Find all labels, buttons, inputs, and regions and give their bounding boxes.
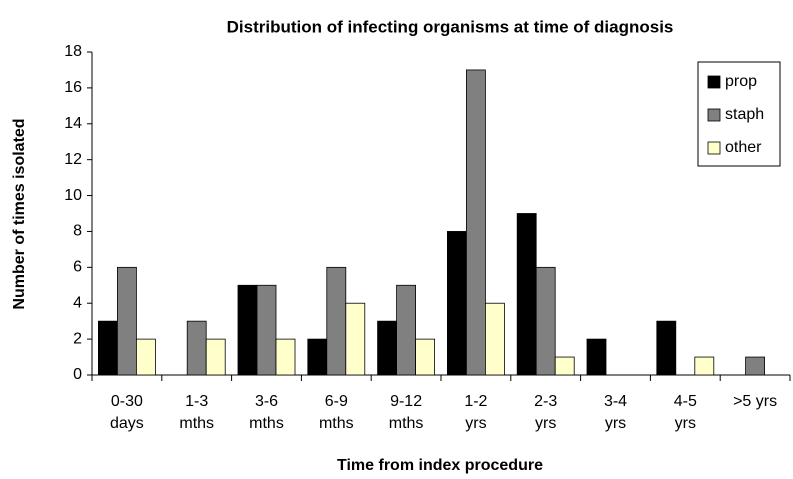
- y-tick-label: 18: [64, 43, 82, 60]
- bar: [307, 338, 328, 376]
- bar: [345, 302, 366, 376]
- legend-swatch: [707, 108, 721, 122]
- bar: [205, 338, 226, 376]
- bar: [135, 338, 156, 376]
- x-tick-label: 1-3: [185, 393, 208, 410]
- y-tick-label: 14: [64, 115, 82, 132]
- bar: [256, 284, 277, 376]
- y-tick-label: 8: [73, 223, 82, 240]
- bar: [237, 284, 258, 376]
- x-axis-label: Time from index procedure: [337, 457, 543, 474]
- bar: [415, 338, 436, 376]
- bar: [535, 266, 556, 376]
- x-tick-label: yrs: [465, 415, 486, 432]
- x-tick-label: yrs: [605, 415, 626, 432]
- x-tick-label: 9-12: [390, 393, 422, 410]
- y-tick-label: 2: [73, 330, 82, 347]
- bar: [326, 266, 347, 376]
- y-tick-label: 6: [73, 259, 82, 276]
- y-tick-label: 10: [64, 187, 82, 204]
- x-tick-label: mths: [389, 415, 424, 432]
- bar: [656, 320, 677, 376]
- bar: [98, 320, 118, 376]
- x-tick-label: mths: [249, 415, 284, 432]
- x-tick-label: 0-30: [111, 393, 143, 410]
- bar: [586, 338, 607, 376]
- x-tick-label: 1-2: [464, 393, 487, 410]
- bar: [275, 338, 296, 376]
- y-tick-label: 12: [64, 151, 82, 168]
- x-tick-label: 3-4: [604, 393, 627, 410]
- bar: [446, 231, 467, 376]
- bar: [694, 356, 715, 376]
- x-tick-label: mths: [319, 415, 354, 432]
- x-tick-label: 6-9: [325, 393, 348, 410]
- x-tick-label: 2-3: [534, 393, 557, 410]
- x-tick-label: yrs: [535, 415, 556, 432]
- bar: [396, 284, 417, 376]
- bar: [117, 266, 137, 376]
- bar: [465, 69, 486, 376]
- x-tick-label: days: [110, 415, 144, 432]
- bar: [516, 213, 537, 376]
- legend-label: prop: [725, 73, 757, 90]
- y-tick-label: 4: [73, 294, 82, 311]
- bar: [484, 302, 505, 376]
- bar: [186, 320, 207, 376]
- legend-label: staph: [725, 106, 764, 123]
- x-tick-label: mths: [179, 415, 214, 432]
- x-tick-label: >5 yrs: [733, 393, 777, 410]
- legend-swatch: [707, 75, 721, 89]
- bar: [554, 356, 575, 376]
- legend-swatch: [707, 141, 721, 155]
- bar: [377, 320, 398, 376]
- y-tick-label: 16: [64, 79, 82, 96]
- chart-title: Distribution of infecting organisms at t…: [227, 17, 674, 36]
- legend-label: other: [725, 139, 762, 156]
- y-axis-label: Number of times isolated: [11, 118, 28, 309]
- x-tick-label: 4-5: [674, 393, 697, 410]
- x-tick-label: 3-6: [255, 393, 278, 410]
- y-tick-label: 0: [73, 366, 82, 383]
- bar: [745, 356, 765, 376]
- x-tick-label: yrs: [675, 415, 696, 432]
